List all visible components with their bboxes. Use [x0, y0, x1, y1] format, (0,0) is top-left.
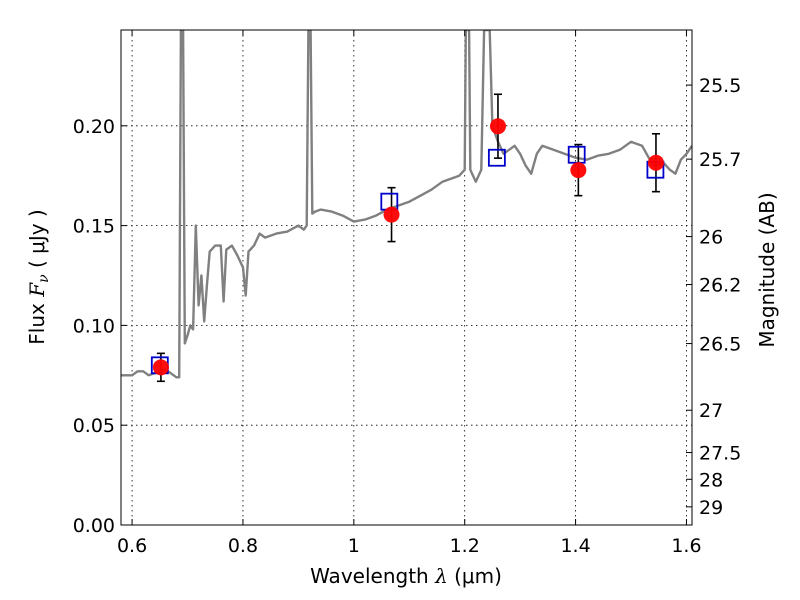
- error-bars: [156, 93, 660, 383]
- x-axis-label: Wavelength λ (μm): [310, 564, 502, 588]
- x-tick-label: 1.2: [450, 535, 480, 557]
- y2-tick-label: 27: [699, 400, 723, 422]
- y2-tick-label: 26.2: [699, 274, 741, 296]
- y-tick-label: 0.05: [73, 415, 115, 437]
- x-tick-label: 1: [348, 535, 360, 557]
- y2-tick-label: 25.7: [699, 149, 741, 171]
- observed-point: [489, 118, 506, 135]
- y-tick-label: 0.15: [73, 216, 115, 238]
- y2-tick-label: 29: [699, 497, 723, 519]
- x-tick-label: 0.6: [117, 535, 147, 557]
- y-tick-label: 0.20: [73, 116, 115, 138]
- x-tick-label: 1.6: [671, 535, 701, 557]
- model-point: [487, 148, 506, 167]
- x-tick-label: 1.4: [560, 535, 590, 557]
- model-square-markers: [150, 145, 665, 375]
- observed-point: [152, 359, 169, 376]
- y2-tick-label: 26: [699, 227, 723, 249]
- observed-point: [647, 154, 664, 171]
- y-tick-label: 0.10: [73, 315, 115, 337]
- spectrum-series: [121, 30, 692, 379]
- observed-point: [383, 206, 400, 223]
- y2-axis-label: Magnitude (AB): [755, 192, 779, 347]
- plot-frame: [120, 29, 693, 526]
- observed-point: [570, 162, 587, 179]
- observed-circle-markers: [152, 118, 664, 376]
- axis-ticks: 0.8 1 1.2 1.4 1.6 0.60.00 0.05 0.10 0.15 0.20 25.5…: [73, 30, 741, 557]
- grid-lines: [121, 30, 692, 525]
- y2-tick-label: 27.5: [699, 443, 741, 465]
- y2-tick-label: 25.5: [699, 75, 741, 97]
- spectrum-line: [121, 30, 692, 379]
- y-axis-label: Flux Fν ( μJy ): [25, 209, 52, 344]
- x-tick-label: 0.8: [228, 535, 258, 557]
- y2-tick-label: 26.5: [699, 334, 741, 356]
- y2-tick-label: 28: [699, 469, 723, 491]
- model-point: [567, 145, 586, 164]
- y-tick-label: 0.00: [73, 515, 115, 537]
